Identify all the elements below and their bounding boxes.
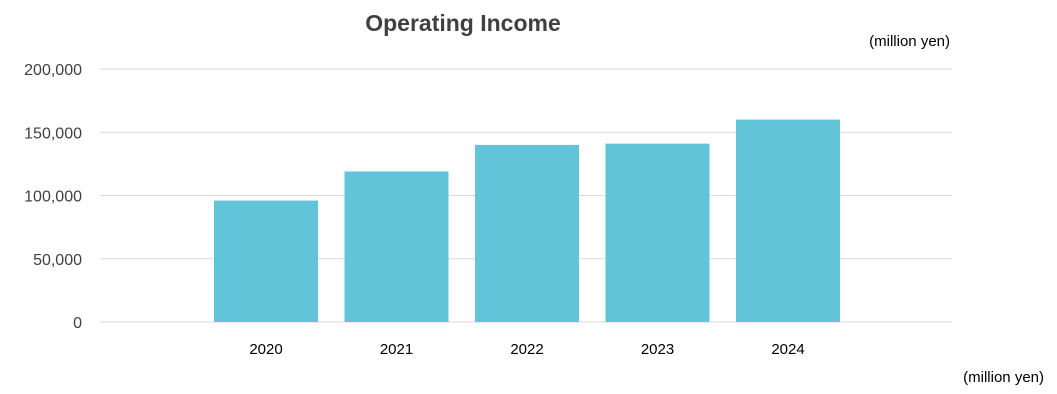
bar-2020 [214, 200, 318, 322]
x-tick-label: 2024 [771, 341, 804, 358]
x-tick-label: 2022 [510, 341, 543, 358]
chart-title: Operating Income [365, 10, 561, 36]
bar-2022 [475, 144, 579, 322]
bar-2024 [736, 119, 840, 322]
unit-label-bottom: (million yen) [963, 369, 1044, 386]
y-tick-label: 50,000 [33, 252, 82, 269]
unit-label-top: (million yen) [869, 33, 950, 50]
y-tick-label: 100,000 [24, 189, 82, 206]
y-tick-label: 0 [73, 315, 82, 332]
bar-2023 [605, 143, 710, 322]
y-tick-label: 150,000 [24, 125, 82, 142]
bar-2021 [344, 171, 449, 322]
y-tick-label: 200,000 [24, 62, 82, 79]
x-tick-label: 2021 [380, 341, 413, 358]
x-tick-label: 2020 [249, 341, 282, 358]
x-tick-label: 2023 [641, 341, 674, 358]
